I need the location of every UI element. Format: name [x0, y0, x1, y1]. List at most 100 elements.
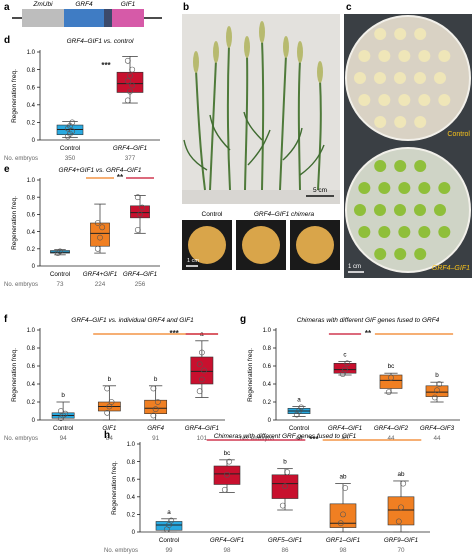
y-tick-label: 0.6	[263, 364, 272, 370]
petri-dish-chimera	[345, 147, 471, 273]
data-point	[137, 211, 143, 218]
y-tick-label: 0.4	[27, 230, 36, 236]
y-tick-label: 0	[32, 138, 36, 144]
significance-letter: c	[343, 352, 346, 359]
data-point	[104, 385, 111, 392]
wheat-leaves	[183, 111, 325, 176]
significance-letter: bc	[224, 450, 231, 457]
panel-label-b: b	[183, 2, 189, 13]
category-label: GRF1–GIF1	[326, 537, 360, 544]
embryo-count: 94	[60, 435, 68, 442]
y-tick-label: 0	[32, 418, 36, 424]
y-tick-label: 1.0	[27, 50, 36, 56]
embryo-count: 45	[341, 435, 349, 442]
embryo-row-label: No. embryos	[4, 156, 38, 162]
data-point	[69, 128, 76, 135]
category-label: GRF4–GIF1	[210, 537, 244, 544]
data-point	[152, 406, 159, 413]
data-point	[196, 361, 203, 368]
embryo-count: 91	[152, 435, 160, 442]
category-label: Control	[159, 537, 179, 544]
plants-photo	[182, 14, 340, 204]
embryo-row-label: No. embryos	[104, 548, 138, 554]
box-GRF4–GIF1	[190, 356, 214, 385]
data-point	[57, 248, 63, 255]
panel-label-d: d	[4, 35, 10, 46]
callus	[398, 182, 411, 194]
data-point	[340, 511, 346, 518]
scale-label-b: 5 cm	[313, 187, 327, 194]
chart-g: g Chimeras with different GIF genes fused…	[240, 314, 460, 442]
y-axis-label: Regeneration freq.	[11, 196, 18, 250]
data-point	[58, 408, 64, 414]
dish-label-control: Control	[447, 131, 470, 138]
y-tick-label: 1.0	[27, 178, 36, 184]
significance-stars: ***	[309, 435, 319, 444]
callus	[434, 204, 446, 216]
embryo-count: 99	[165, 547, 173, 554]
data-point	[337, 520, 344, 527]
category-label: GRF4+GIF1	[83, 271, 117, 278]
embryo-count: 70	[397, 547, 405, 554]
data-point	[97, 234, 103, 241]
grf4-segment	[64, 9, 104, 27]
data-point	[60, 412, 67, 419]
category-label: GRF9–GIF1	[384, 537, 418, 544]
embryo-count: 98	[223, 547, 231, 554]
y-tick-label: 0.8	[127, 460, 136, 466]
panel-label-a: a	[4, 2, 10, 13]
embryo-count: 84	[106, 435, 114, 442]
embryo-count: 86	[281, 547, 289, 554]
embryo-count: 224	[95, 281, 106, 288]
callus	[354, 72, 366, 84]
callus	[438, 94, 451, 106]
data-point	[221, 486, 228, 493]
category-label: GRF4–GIF1	[123, 271, 157, 278]
pots-band	[182, 190, 340, 204]
y-axis-label: Regeneration freq.	[111, 461, 118, 515]
embryo-count: 350	[65, 155, 76, 162]
callus	[438, 182, 451, 194]
y-tick-label: 0.6	[27, 364, 36, 370]
category-label: Control	[50, 271, 70, 278]
y-tick-label: 1.0	[263, 328, 272, 334]
y-tick-label: 0.6	[27, 85, 36, 91]
scale-label-grain: 1 cm	[187, 258, 199, 264]
box-GRF4+GIF1	[90, 222, 110, 247]
callus	[354, 204, 366, 216]
significance-letter: a	[167, 509, 171, 516]
callus	[378, 50, 391, 62]
panel-label-c: c	[346, 2, 352, 13]
significance-letter: ab	[397, 471, 405, 478]
callus	[358, 50, 371, 62]
significance-stars: ***	[169, 329, 179, 338]
data-point	[139, 204, 146, 211]
chart-title: GRF4–GIF1 vs. individual GRF4 and GIF1	[71, 317, 194, 324]
callus	[418, 50, 431, 62]
category-label: GRF4–GIF1	[328, 425, 362, 432]
callus	[374, 116, 387, 128]
data-point	[436, 381, 443, 387]
calli-chimera	[354, 160, 451, 260]
data-point	[342, 366, 348, 373]
embryo-row-label: No. embryos	[4, 282, 38, 288]
dish-label-chimera: GRF4–GIF1	[432, 265, 470, 272]
panel-label-f: f	[4, 314, 8, 325]
callus	[358, 182, 371, 194]
data-point	[62, 410, 69, 417]
y-tick-label: 0	[132, 530, 136, 536]
data-point	[108, 399, 115, 405]
y-tick-label: 0.2	[27, 121, 36, 127]
data-point	[150, 412, 157, 419]
significance-letter: b	[154, 376, 158, 383]
significance-stars: **	[365, 329, 372, 338]
box-GRF1–GIF1	[329, 503, 357, 528]
data-point	[284, 469, 291, 476]
callus	[394, 116, 407, 128]
category-label: GRF5–GIF1	[268, 537, 302, 544]
category-label: Control	[53, 425, 73, 432]
embryo-count: 101	[197, 435, 208, 442]
callus	[374, 248, 387, 260]
callus	[398, 94, 411, 106]
grain-cluster-control	[188, 226, 226, 264]
